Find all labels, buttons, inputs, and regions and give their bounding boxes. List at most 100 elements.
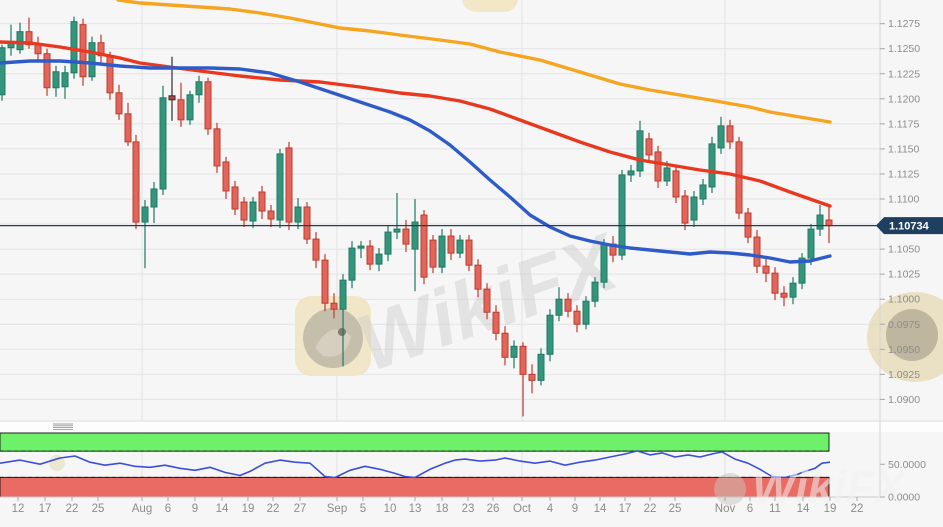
candles-layer (0, 16, 833, 417)
candle-up (159, 85, 167, 195)
candle-up (699, 178, 707, 206)
candle-up (0, 44, 6, 101)
candle-up (186, 90, 194, 125)
price-tick-label: 1.1100 (888, 194, 919, 206)
wikifx-mascot-watermark-right (867, 292, 943, 382)
candle-down (43, 48, 51, 96)
candle-up (798, 253, 806, 290)
watermark-logo-top (462, 0, 518, 12)
date-label: 19 (242, 503, 255, 515)
candle-up (600, 239, 608, 289)
pane-resize-grip[interactable] (53, 423, 73, 430)
candle-down (204, 77, 212, 135)
date-label: 22 (851, 503, 864, 515)
date-label: 22 (267, 503, 280, 515)
candle-up (375, 248, 383, 272)
candle-down (474, 259, 482, 298)
candle-up (276, 148, 284, 229)
date-label: 6 (747, 503, 753, 515)
candle-up (582, 296, 590, 330)
date-label: 6 (165, 503, 171, 515)
candle-up (816, 205, 824, 237)
price-axis[interactable]: 1.1275 1.1250 1.1225 1.1200 1.1175 1.1150 1.11… (880, 18, 920, 406)
candle-down (672, 164, 680, 204)
date-label: 25 (92, 503, 105, 515)
rsi-indicator-pane[interactable] (0, 432, 880, 498)
candle-up (249, 196, 257, 229)
rsi-line (0, 450, 831, 479)
candle-down (124, 102, 132, 146)
price-tick-label: 1.1225 (888, 68, 920, 80)
candle-up (393, 192, 401, 240)
candle-down (321, 254, 329, 312)
candle-up (717, 116, 725, 154)
time-axis[interactable]: 12 17 22 25 Aug 6 9 14 19 22 27 Sep 5 10 13 18 23 26 Oct 4 9… (12, 497, 864, 515)
month-label: Oct (513, 503, 532, 515)
candle-up (411, 199, 419, 292)
date-label: 10 (384, 503, 397, 515)
ma-mid-red (0, 40, 832, 208)
candle-up (52, 65, 60, 97)
date-label: 12 (12, 503, 25, 515)
date-label: 19 (824, 503, 837, 515)
candle-up (16, 22, 24, 54)
ma-slow-orange (116, 0, 832, 124)
candle-down (267, 205, 275, 228)
candle-down (654, 145, 662, 188)
candle-down (771, 267, 779, 301)
candle-down (681, 189, 689, 231)
candle-down (303, 202, 311, 245)
price-tick-label: 1.1175 (888, 118, 919, 130)
month-label: Nov (715, 503, 736, 515)
candle-up (708, 136, 716, 193)
candle-up (150, 181, 158, 224)
candle-down (177, 82, 185, 127)
candle-down (240, 196, 248, 228)
ma-fast-blue (0, 59, 832, 264)
candle-down (366, 240, 374, 271)
candle-up (195, 75, 203, 103)
candle-down (564, 293, 572, 318)
wikifx-watermark-bottom-right: WikiFX (714, 461, 907, 513)
indicator-axis[interactable]: 50.0000 0.0000 (880, 459, 926, 504)
candle-up (384, 225, 392, 262)
rsi-band-overbought (0, 432, 830, 452)
date-label: 26 (487, 503, 500, 515)
price-tick-label: 1.1050 (888, 244, 920, 256)
month-label: Aug (132, 503, 152, 515)
candle-up (294, 197, 302, 230)
candle-down (573, 305, 581, 333)
candle-up (591, 277, 599, 308)
indicator-tick-label: 50.0000 (888, 459, 926, 471)
date-label: 22 (644, 503, 657, 515)
candle-up (789, 277, 797, 305)
price-tick-label: 1.0950 (888, 344, 920, 356)
candle-down (528, 364, 536, 394)
candle-up (61, 65, 69, 99)
candle-up (348, 241, 356, 289)
candle-up (438, 229, 446, 274)
grid-lines (0, 0, 880, 497)
candle-down (780, 286, 788, 307)
date-label: 13 (409, 503, 422, 515)
date-label: 5 (360, 503, 366, 515)
price-tick-label: 0.0975 (888, 319, 920, 331)
date-label: 17 (619, 503, 632, 515)
svg-text:WikiFX: WikiFX (752, 461, 907, 513)
candle-down (115, 84, 123, 120)
price-tick-label: 1.1125 (888, 168, 919, 180)
candle-down (132, 134, 140, 230)
candle-up (627, 164, 635, 182)
candle-up (357, 241, 365, 259)
price-tick-label: 1.1275 (888, 18, 920, 30)
pane-separator (0, 421, 943, 432)
date-label: 18 (436, 503, 449, 515)
date-label: 25 (669, 503, 682, 515)
date-label: 14 (797, 503, 810, 515)
candle-up (339, 274, 347, 367)
candle-down (483, 283, 491, 320)
candle-up (141, 200, 149, 269)
rsi-band-oversold (0, 476, 830, 498)
candle-down (420, 210, 428, 285)
